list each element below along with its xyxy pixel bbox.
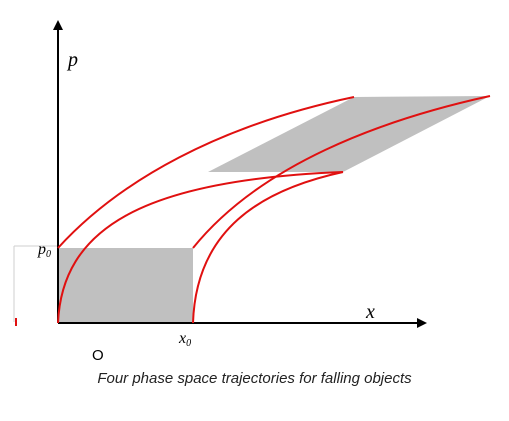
origin-label: O bbox=[92, 347, 104, 364]
trajectory-4 bbox=[192, 171, 344, 324]
y-axis-label: p bbox=[66, 49, 78, 71]
p0-label-main: p bbox=[37, 241, 46, 258]
x0-label-main: x bbox=[178, 330, 186, 347]
trajectory-3 bbox=[192, 95, 491, 249]
p0-label-subscript: 0 bbox=[46, 249, 51, 260]
trajectory-1 bbox=[57, 96, 355, 249]
x0-label-subscript: 0 bbox=[186, 338, 191, 349]
trajectory-2 bbox=[57, 171, 344, 324]
evolved-region bbox=[208, 96, 490, 172]
initial-region bbox=[58, 248, 193, 322]
x-axis-label: x bbox=[365, 301, 375, 323]
p0-label: p0 bbox=[37, 241, 51, 260]
x0-label: x0 bbox=[178, 330, 191, 349]
caption: Four phase space trajectories for fallin… bbox=[97, 370, 412, 387]
